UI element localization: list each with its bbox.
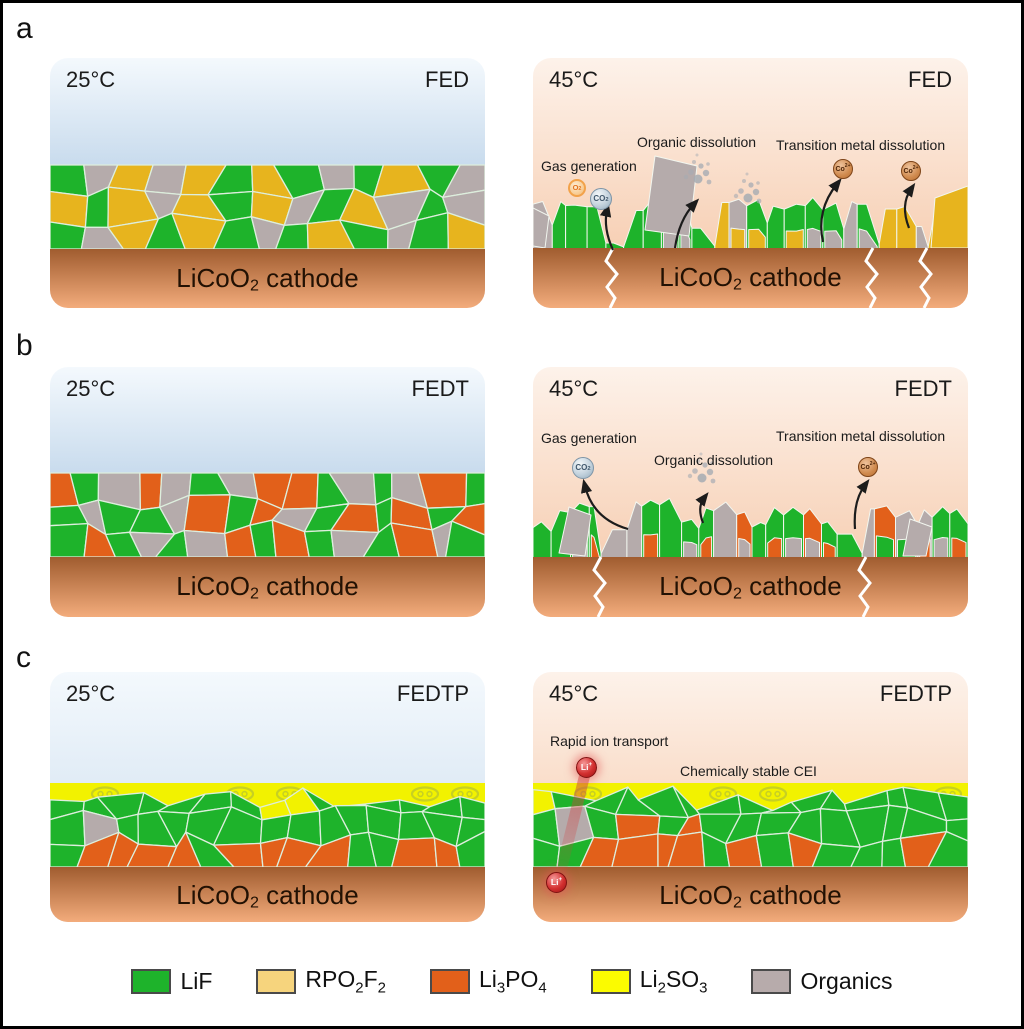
panel-fed-25c: 25°C FED LiCoO2 cathode (50, 58, 485, 308)
legend-label: RPO2F2 (305, 966, 386, 997)
temperature-label: 45°C (549, 67, 599, 92)
electrolyte-name-label: FED (425, 67, 469, 92)
cobalt-ion-icon: Co 2+ (858, 457, 878, 477)
legend-swatch (256, 968, 297, 994)
co2-molecule-icon: CO 2 (590, 188, 612, 210)
cathode-label: LiCoO2 cathode (659, 262, 842, 294)
cei-graphic-fedt-45c (533, 367, 968, 617)
cobalt-ion-icon: Co 2+ (901, 161, 921, 181)
gas-generation-label: Gas generation (541, 430, 637, 446)
cathode-label: LiCoO2 cathode (659, 571, 842, 603)
electrolyte-name-label: FEDT (894, 376, 952, 401)
cathode-crack (592, 556, 607, 617)
sulfite-ring-motif (410, 786, 440, 802)
temperature-label: 25°C (66, 67, 116, 92)
electrolyte-name-label: FEDTP (879, 681, 952, 706)
panel-letter-a: a (16, 12, 33, 45)
cathode-label: LiCoO2 cathode (659, 880, 842, 912)
organic-dissolution-label: Organic dissolution (637, 134, 757, 150)
lithium-ion-icon: Li + (576, 757, 597, 778)
rapid-ion-transport-label: Rapid ion transport (550, 733, 669, 749)
transition-metal-dissolution-label: Transition metal dissolution (776, 137, 946, 153)
legend-label: LiF (180, 967, 213, 994)
temperature-label: 25°C (66, 681, 116, 706)
dissolution-arrow (580, 478, 629, 531)
cathode-crack (604, 247, 619, 308)
cei-graphic-fed-45c (533, 58, 968, 308)
panel-fedt-25c: 25°C FEDT LiCoO2 cathode (50, 367, 485, 617)
panel-letter-b: b (16, 329, 33, 362)
legend-swatch (429, 968, 470, 994)
dissolution-arrow (820, 178, 842, 243)
cathode-label: LiCoO2 cathode (176, 880, 359, 912)
cathode-crack (864, 247, 879, 308)
panel-fedt-45c: Gas generation Organic dissolution Trans… (533, 367, 968, 617)
chemically-stable-cei-label: Chemically stable CEI (680, 763, 817, 779)
legend-label: Li2SO3 (639, 966, 708, 997)
legend-item: LiF (131, 968, 212, 995)
legend-swatch (751, 968, 792, 994)
co2-molecule-icon: CO 2 (572, 457, 594, 479)
sulfite-ring-motif (758, 786, 788, 802)
panel-letter-c: c (16, 641, 31, 674)
temperature-label: 45°C (549, 376, 599, 401)
dissolution-arrow (673, 198, 700, 249)
temperature-label: 45°C (549, 681, 599, 706)
dissolution-arrow (853, 479, 870, 530)
legend-item: Li3PO4 (429, 966, 547, 997)
lithium-ion-icon: Li + (546, 872, 567, 893)
cei-graphic-fed-25c (50, 58, 485, 308)
panel-fedtp-25c: 25°C FEDTP LiCoO2 cathode (50, 672, 485, 922)
dissolution-arrow (902, 182, 916, 229)
cobalt-ion-icon: Co 2+ (833, 159, 853, 179)
panel-fedtp-45c: Rapid ion transport Chemically stable CE… (533, 672, 968, 922)
cei-graphic-fedt-25c (50, 367, 485, 617)
electrolyte-name-label: FEDT (411, 376, 469, 401)
gas-generation-label: Gas generation (541, 158, 637, 174)
dissolved-organics-bubbles-icon (683, 153, 712, 185)
dissolved-organics-bubbles-icon (687, 452, 716, 484)
cathode-label: LiCoO2 cathode (176, 263, 359, 295)
legend-swatch (590, 968, 631, 994)
temperature-label: 25°C (66, 376, 116, 401)
dissolved-organics-bubbles-icon (733, 172, 762, 204)
legend-item: Li2SO3 (590, 966, 708, 997)
electrolyte-name-label: FED (908, 67, 952, 92)
cathode-label: LiCoO2 cathode (176, 571, 359, 603)
legend-label: Li3PO4 (478, 966, 547, 997)
legend-item: Organics (751, 967, 893, 995)
organic-dissolution-label: Organic dissolution (654, 452, 774, 468)
transition-metal-dissolution-label: Transition metal dissolution (776, 428, 946, 444)
electrolyte-name-label: FEDTP (396, 681, 469, 706)
dissolution-arrow (695, 492, 709, 524)
dissolution-arrow (599, 202, 615, 251)
panel-fed-45c: Gas generation Organic dissolution Trans… (533, 58, 968, 308)
legend-label: Organics (800, 967, 893, 994)
cei-graphic-fedtp-45c (533, 672, 968, 922)
cathode-crack (857, 556, 872, 617)
li-ion-transport-trail (554, 764, 592, 881)
cathode-crack (918, 247, 933, 308)
legend: LiF RPO2F2 Li3PO4 Li2SO3 Organics (0, 966, 1024, 997)
cei-graphic-fedtp-25c (50, 672, 485, 922)
legend-item: RPO2F2 (256, 966, 386, 997)
legend-swatch (131, 968, 172, 994)
